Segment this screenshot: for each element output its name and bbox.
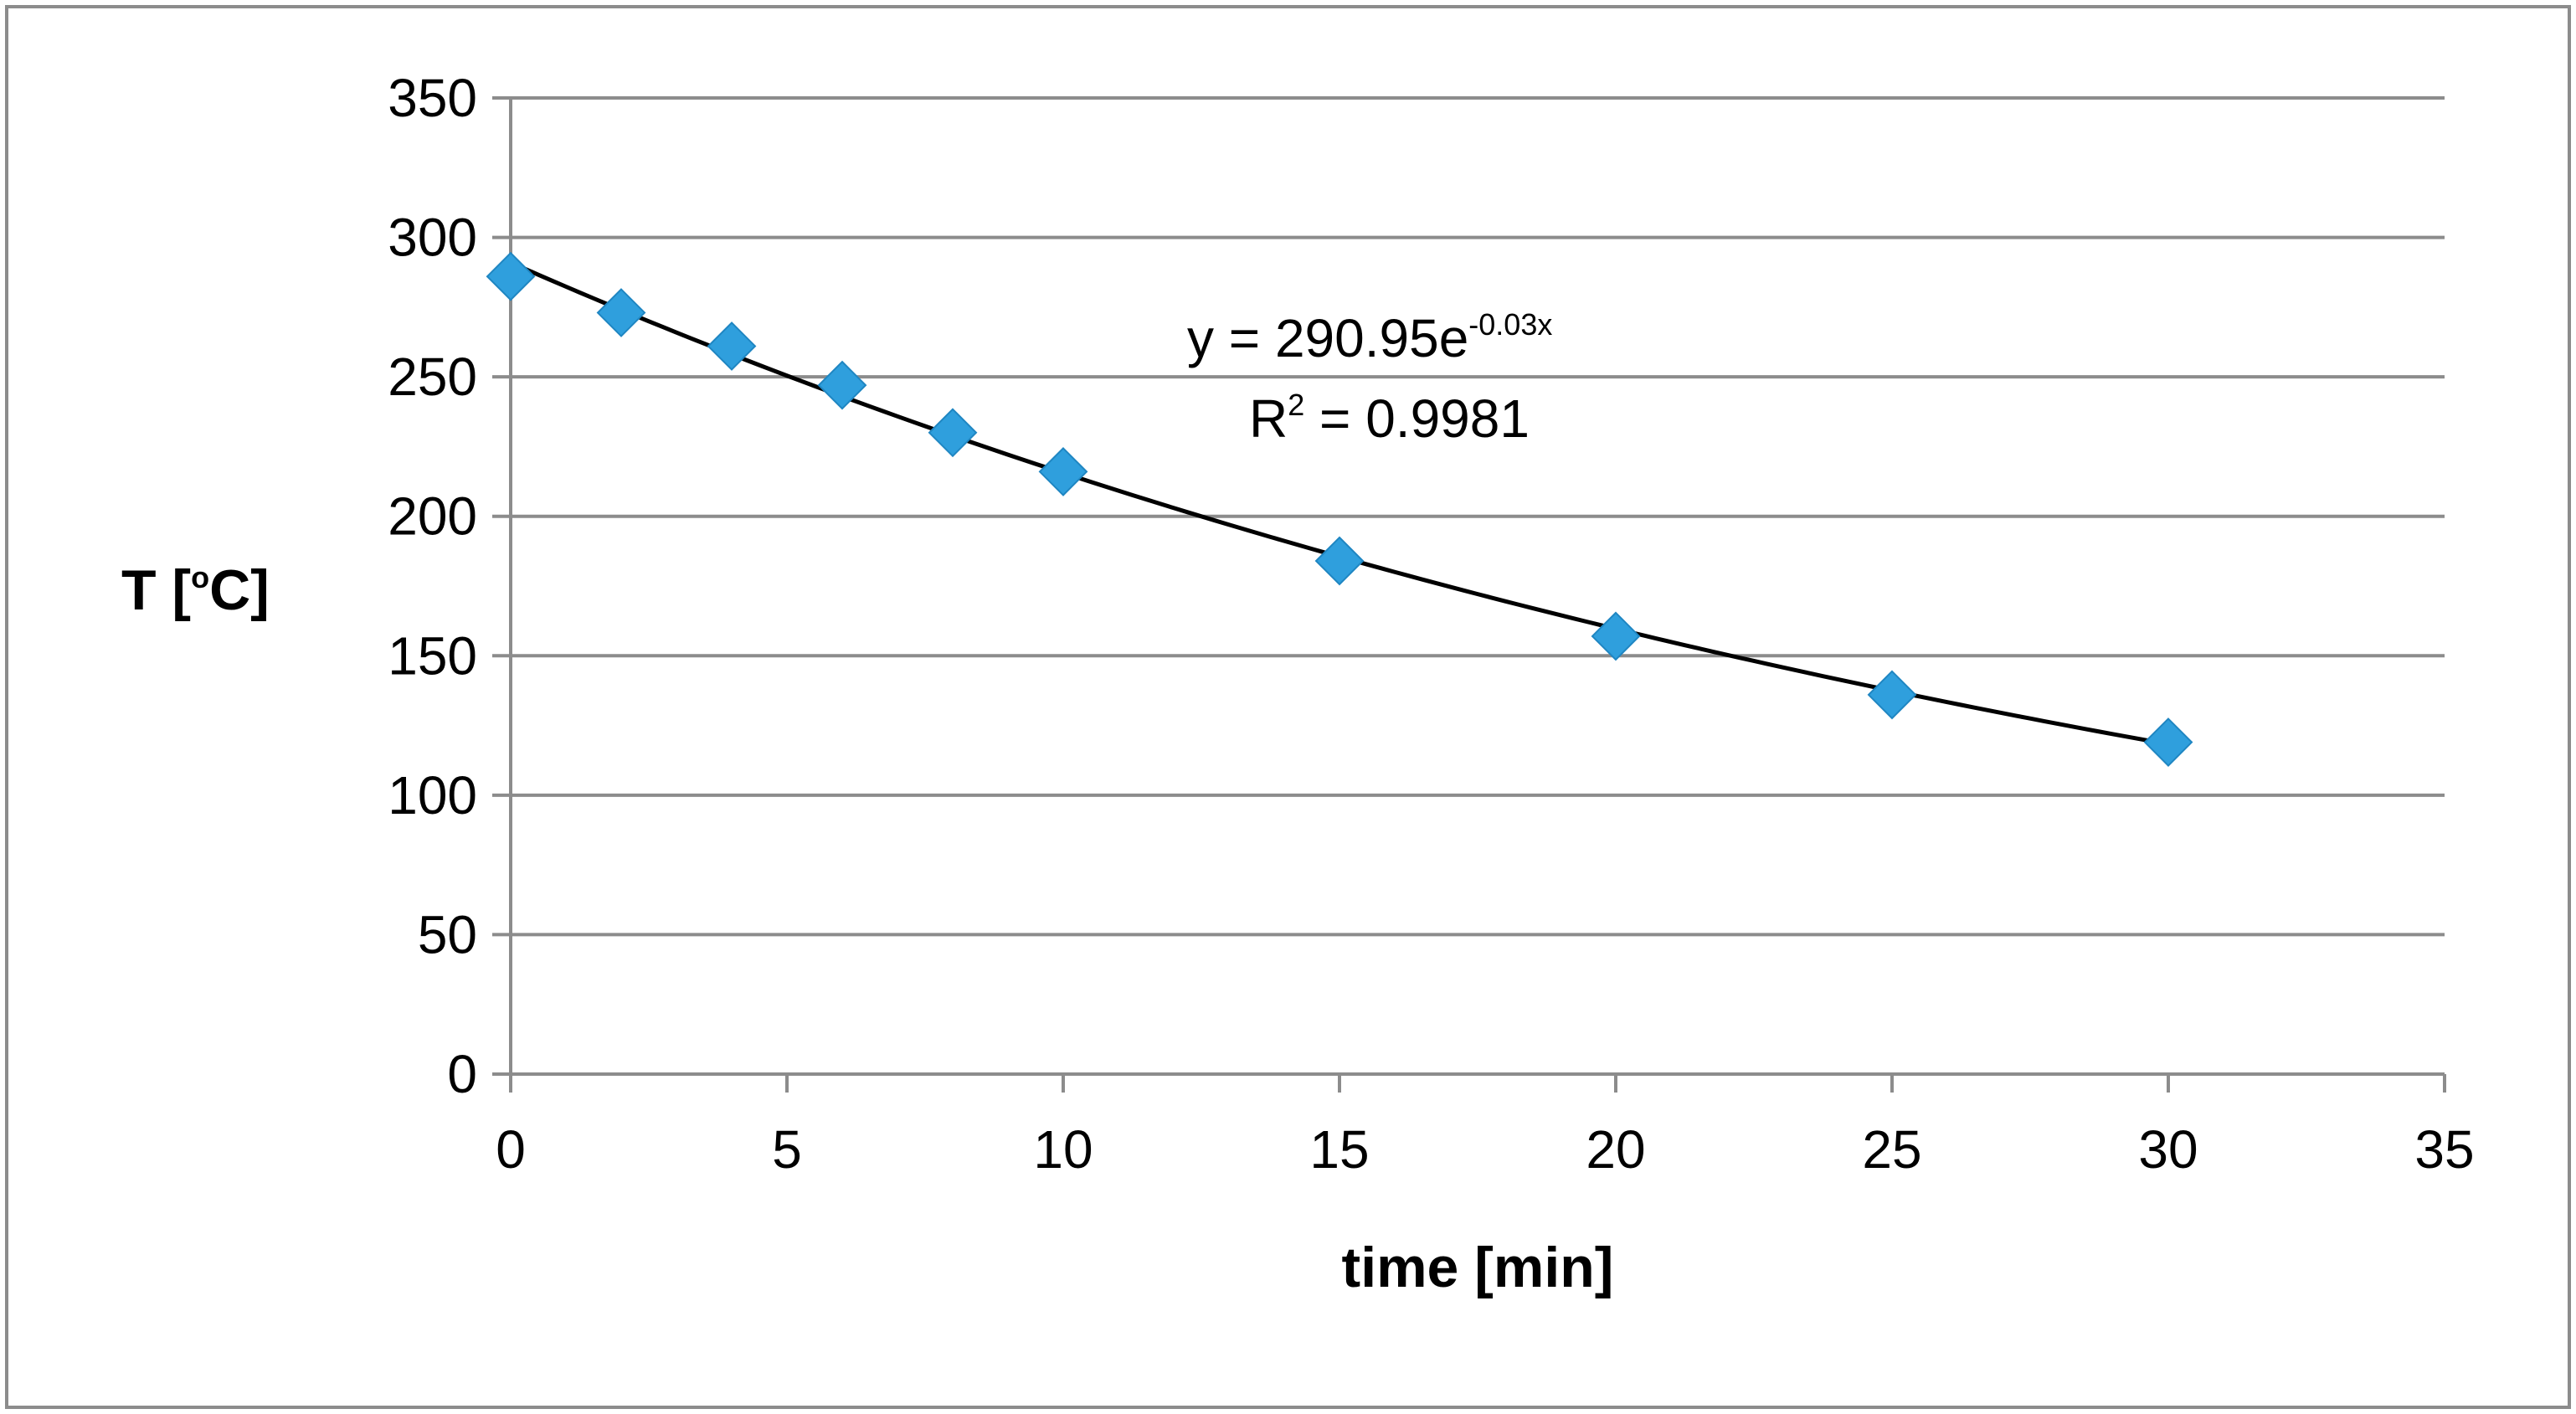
x-tick-label-0: 0: [496, 1119, 526, 1180]
r-squared-value: = 0.9981: [1304, 388, 1530, 449]
data-point-10: [1038, 446, 1088, 496]
y-tick-label-0: 0: [447, 1044, 477, 1104]
data-point-15: [1314, 536, 1365, 586]
y-tick-label-150: 150: [388, 625, 477, 686]
y-axis-title-main: T [: [121, 558, 191, 622]
x-tick-label-10: 10: [1033, 1119, 1093, 1180]
x-tick-label-30: 30: [2138, 1119, 2198, 1180]
y-tick-label-100: 100: [388, 765, 477, 825]
y-tick-label-200: 200: [388, 486, 477, 547]
data-point-0: [486, 251, 536, 301]
y-tick-labels: 0 50 100 150 200 250 300 350: [388, 68, 477, 1104]
data-point-25: [1867, 670, 1917, 720]
data-point-6: [817, 360, 867, 410]
data-points: [486, 251, 2193, 767]
y-axis-title-degree: o: [191, 560, 209, 594]
x-axis-title: time [min]: [1342, 1236, 1614, 1299]
data-point-30: [2143, 717, 2193, 767]
r-squared: R2 = 0.9981: [1249, 388, 1530, 449]
trendline-equation: y = 290.95e-0.03x: [1187, 307, 1552, 368]
y-tick-label-350: 350: [388, 68, 477, 128]
x-tick-label-5: 5: [772, 1119, 802, 1180]
y-axis-title: T [oC]: [121, 558, 270, 622]
data-point-20: [1591, 611, 1641, 661]
data-point-8: [928, 408, 978, 458]
chart-border: [5, 5, 2571, 1409]
y-axis-title-unit: C]: [209, 558, 270, 622]
data-point-2: [596, 288, 646, 337]
r-squared-label: R: [1249, 388, 1288, 449]
y-tick-label-50: 50: [418, 904, 477, 964]
equation-exponent: -0.03x: [1468, 307, 1552, 342]
x-tick-label-20: 20: [1586, 1119, 1645, 1180]
y-tick-label-300: 300: [388, 208, 477, 268]
x-tick-label-35: 35: [2414, 1119, 2474, 1180]
x-tick-label-25: 25: [1862, 1119, 1921, 1180]
equation-base: y = 290.95e: [1187, 308, 1468, 368]
x-tick-labels: 0 5 10 15 20 25 30 35: [496, 1119, 2474, 1180]
x-tick-label-15: 15: [1309, 1119, 1369, 1180]
y-tick-label-250: 250: [388, 347, 477, 407]
r-squared-power: 2: [1288, 388, 1304, 422]
data-point-4: [707, 321, 757, 371]
